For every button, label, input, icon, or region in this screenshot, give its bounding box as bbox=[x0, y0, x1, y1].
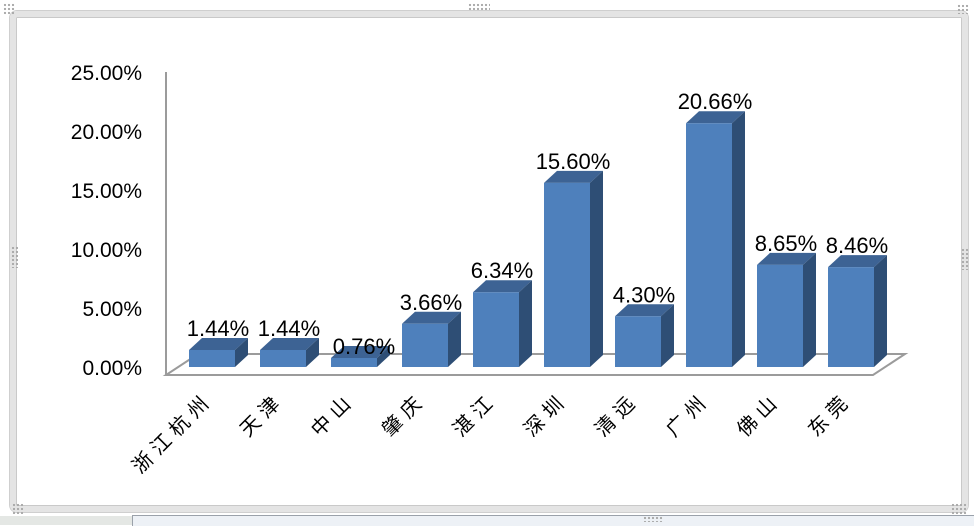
below-object-handle-icon[interactable] bbox=[643, 516, 663, 522]
data-label: 8.65% bbox=[755, 231, 817, 256]
bar[interactable] bbox=[544, 170, 603, 367]
bar[interactable] bbox=[757, 252, 816, 367]
data-label: 20.66% bbox=[678, 89, 753, 114]
bar-top-face[interactable] bbox=[615, 304, 674, 317]
category-axis-label: 深圳 bbox=[520, 388, 573, 441]
bar-front-face[interactable] bbox=[828, 267, 874, 367]
bar-top-face[interactable] bbox=[828, 255, 887, 268]
resize-handle-top-left-icon[interactable] bbox=[3, 3, 15, 15]
bar-top-face[interactable] bbox=[757, 252, 816, 265]
below-chart-object-edge[interactable] bbox=[132, 515, 974, 526]
data-label: 6.34% bbox=[471, 258, 533, 283]
resize-handle-bottom-left-icon[interactable] bbox=[12, 503, 24, 514]
bar-top-face[interactable] bbox=[544, 170, 603, 183]
bar-side-face[interactable] bbox=[377, 346, 390, 367]
bar[interactable] bbox=[189, 338, 248, 367]
bar-front-face[interactable] bbox=[757, 264, 803, 367]
y-axis-tick-label: 15.00% bbox=[71, 180, 142, 203]
category-axis-label: 广州 bbox=[662, 388, 715, 441]
bar-top-face[interactable] bbox=[473, 280, 532, 293]
bar-front-face[interactable] bbox=[615, 316, 661, 367]
bar-top-face[interactable] bbox=[189, 338, 248, 351]
data-label: 8.46% bbox=[826, 233, 888, 258]
category-axis-label: 天津 bbox=[236, 388, 289, 441]
resize-handle-middle-left-icon[interactable] bbox=[11, 246, 18, 268]
bar-side-face[interactable] bbox=[803, 252, 816, 367]
worksheet-gray-margin bbox=[0, 516, 132, 525]
bar[interactable] bbox=[828, 255, 887, 367]
bar[interactable] bbox=[615, 304, 674, 367]
resize-handle-top-right-icon[interactable] bbox=[957, 4, 969, 14]
bar-top-face[interactable] bbox=[686, 111, 745, 124]
bar-side-face[interactable] bbox=[732, 111, 745, 367]
data-label: 1.44% bbox=[187, 316, 249, 341]
bar-front-face[interactable] bbox=[473, 292, 519, 367]
bar-front-face[interactable] bbox=[189, 350, 235, 367]
resize-handle-top-center-icon[interactable] bbox=[468, 3, 490, 10]
bar-side-face[interactable] bbox=[448, 311, 461, 367]
y-axis-tick-label: 0.00% bbox=[82, 357, 142, 380]
category-axis-label: 湛江 bbox=[449, 388, 502, 441]
category-axis-label: 清远 bbox=[591, 388, 644, 441]
bar[interactable] bbox=[260, 338, 319, 367]
bar[interactable] bbox=[402, 311, 461, 367]
resize-handle-middle-right-icon[interactable] bbox=[961, 248, 968, 270]
bar-side-face[interactable] bbox=[306, 338, 319, 367]
category-axis-label: 东莞 bbox=[804, 388, 857, 441]
bar-side-face[interactable] bbox=[590, 170, 603, 367]
bar-top-face[interactable] bbox=[260, 338, 319, 351]
y-axis-tick-label: 25.00% bbox=[71, 62, 142, 85]
data-label: 3.66% bbox=[400, 290, 462, 315]
bar-side-face[interactable] bbox=[874, 255, 887, 367]
bar-top-face[interactable] bbox=[331, 346, 390, 359]
bar[interactable] bbox=[686, 111, 745, 367]
data-label: 1.44% bbox=[258, 316, 320, 341]
bar[interactable] bbox=[331, 346, 390, 367]
bar-front-face[interactable] bbox=[331, 358, 377, 367]
resize-handle-bottom-right-icon[interactable] bbox=[951, 503, 967, 515]
category-axis-label: 佛山 bbox=[733, 388, 786, 441]
bar-front-face[interactable] bbox=[544, 182, 590, 367]
bar-top-face[interactable] bbox=[402, 311, 461, 324]
bar-side-face[interactable] bbox=[661, 304, 674, 367]
bar-front-face[interactable] bbox=[686, 123, 732, 367]
bar-side-face[interactable] bbox=[235, 338, 248, 367]
bar-side-face[interactable] bbox=[519, 280, 532, 367]
bar-front-face[interactable] bbox=[402, 323, 448, 367]
y-axis-tick-label: 10.00% bbox=[71, 239, 142, 262]
y-axis-tick-label: 5.00% bbox=[82, 298, 142, 321]
worksheet-bottom-strip bbox=[0, 515, 974, 526]
category-axis-label: 肇庆 bbox=[378, 388, 431, 441]
y-axis-tick-label: 20.00% bbox=[71, 121, 142, 144]
bar[interactable] bbox=[473, 280, 532, 367]
data-label: 15.60% bbox=[536, 149, 611, 174]
data-label: 4.30% bbox=[613, 282, 675, 307]
category-axis-label: 中山 bbox=[307, 388, 360, 441]
category-axis-label: 浙江杭州 bbox=[128, 388, 218, 478]
bar-front-face[interactable] bbox=[260, 350, 306, 367]
data-label: 0.76% bbox=[333, 334, 395, 359]
